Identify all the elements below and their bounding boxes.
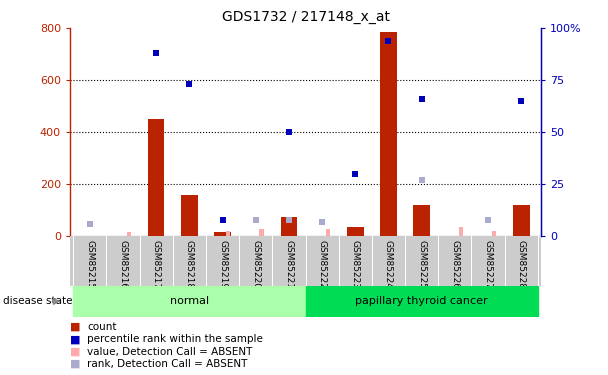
- Text: GSM85224: GSM85224: [384, 240, 393, 289]
- Text: GSM85219: GSM85219: [218, 240, 227, 290]
- Bar: [181, 195, 198, 236]
- Bar: [458, 227, 463, 236]
- Title: GDS1732 / 217148_x_at: GDS1732 / 217148_x_at: [221, 10, 390, 24]
- Bar: [73, 286, 305, 317]
- Text: disease state: disease state: [3, 296, 72, 306]
- Text: GSM85221: GSM85221: [285, 240, 294, 289]
- Bar: [148, 119, 165, 236]
- Text: GSM85216: GSM85216: [119, 240, 128, 290]
- Text: ■: ■: [70, 359, 80, 369]
- Text: GSM85228: GSM85228: [517, 240, 526, 289]
- Text: normal: normal: [170, 297, 209, 306]
- Text: rank, Detection Call = ABSENT: rank, Detection Call = ABSENT: [87, 359, 247, 369]
- Text: papillary thyroid cancer: papillary thyroid cancer: [355, 297, 488, 306]
- Bar: [214, 232, 231, 236]
- Text: GSM85222: GSM85222: [317, 240, 326, 289]
- Bar: [413, 205, 430, 236]
- Text: ■: ■: [70, 322, 80, 332]
- Text: ■: ■: [70, 334, 80, 344]
- Text: count: count: [87, 322, 117, 332]
- Bar: [513, 205, 530, 236]
- Text: GSM85217: GSM85217: [152, 240, 161, 290]
- Text: GSM85223: GSM85223: [351, 240, 360, 289]
- Text: value, Detection Call = ABSENT: value, Detection Call = ABSENT: [87, 347, 252, 357]
- Text: GSM85215: GSM85215: [85, 240, 94, 290]
- Text: GSM85227: GSM85227: [483, 240, 492, 289]
- Bar: [281, 217, 297, 236]
- Text: ▶: ▶: [54, 296, 61, 306]
- Text: GSM85218: GSM85218: [185, 240, 194, 290]
- Bar: [126, 232, 131, 236]
- Text: ■: ■: [70, 347, 80, 357]
- Text: GSM85225: GSM85225: [417, 240, 426, 289]
- Text: percentile rank within the sample: percentile rank within the sample: [87, 334, 263, 344]
- Bar: [226, 231, 230, 236]
- Text: GSM85226: GSM85226: [451, 240, 459, 289]
- Bar: [347, 227, 364, 236]
- Bar: [492, 231, 496, 236]
- Text: GSM85220: GSM85220: [251, 240, 260, 289]
- Bar: [380, 32, 397, 236]
- Bar: [260, 229, 264, 236]
- Bar: [326, 229, 330, 236]
- Bar: [305, 286, 538, 317]
